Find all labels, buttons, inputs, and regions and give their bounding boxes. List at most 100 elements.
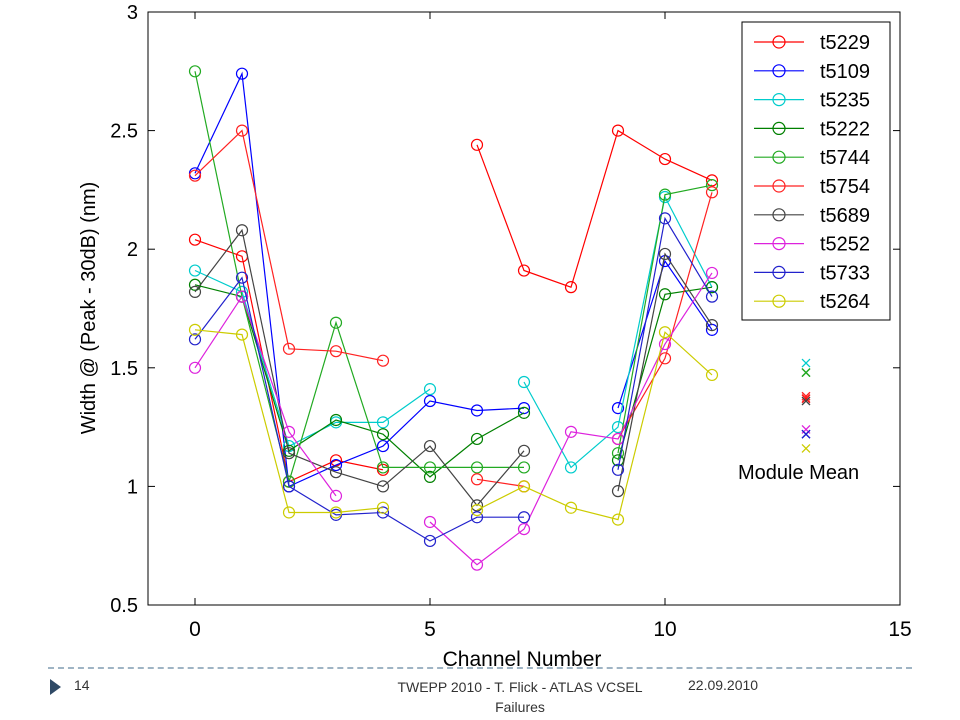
legend-label: t5264 [820, 291, 870, 313]
module-mean-marker [801, 358, 811, 368]
data-point [188, 65, 202, 78]
data-point [188, 233, 202, 246]
data-point [705, 368, 719, 382]
data-point [517, 480, 531, 493]
legend-label: t5235 [820, 90, 870, 112]
data-point [329, 466, 343, 479]
data-point [517, 264, 531, 277]
series-line [194, 284, 713, 478]
data-point [470, 473, 484, 486]
y-tick-label: 2.5 [110, 121, 138, 143]
legend-label: t5754 [820, 176, 870, 198]
data-point [611, 513, 625, 526]
series-line [194, 329, 713, 521]
data-point [423, 439, 437, 453]
data-point [235, 271, 249, 284]
legend-item: t5754 [754, 176, 870, 198]
data-point [611, 463, 625, 476]
series-line [194, 228, 713, 507]
data-point [282, 475, 296, 488]
data-point [423, 461, 437, 474]
x-tick-label: 10 [653, 618, 676, 641]
x-tick-label: 5 [424, 618, 436, 641]
data-point [282, 447, 296, 460]
data-point [658, 188, 672, 201]
data-point [470, 499, 484, 512]
data-point [282, 480, 296, 493]
legend-label: t5733 [820, 262, 870, 284]
data-point [517, 522, 531, 536]
data-point [329, 345, 343, 358]
legend-label: t5744 [820, 147, 870, 169]
page-number: 14 [74, 677, 90, 693]
series-t5264 [188, 323, 719, 526]
data-point [658, 337, 672, 351]
data-point [376, 354, 390, 367]
data-point [470, 504, 484, 517]
legend-item: t5252 [754, 234, 870, 256]
data-point [517, 375, 531, 389]
legend-label: t5109 [820, 61, 870, 83]
legend: t5229 t5109 t5235 t5222 t5744 t5754 t5689 t5252… [741, 21, 891, 321]
data-point [282, 506, 296, 519]
data-point [658, 247, 672, 261]
data-point [188, 169, 202, 182]
series-line [194, 71, 713, 484]
data-point [470, 461, 484, 474]
data-point [329, 489, 343, 502]
series-line [194, 216, 713, 542]
data-point [423, 534, 437, 548]
legend-item: t5222 [754, 118, 870, 140]
data-point [705, 174, 719, 187]
legend-item: t5744 [754, 147, 870, 169]
data-point [376, 439, 390, 453]
data-point [235, 224, 249, 237]
series-t5689 [188, 224, 719, 512]
legend-item: t5733 [754, 262, 870, 284]
data-point [470, 404, 484, 417]
data-point [470, 432, 484, 446]
axis-ticks: 0 5 10 15 0.5 1 1.5 2 2.5 3 [110, 2, 911, 641]
data-point [611, 447, 625, 460]
data-point [376, 428, 390, 441]
data-point [282, 342, 296, 355]
data-point [470, 511, 484, 524]
data-point [517, 511, 531, 524]
data-point [329, 316, 343, 329]
data-point [470, 558, 484, 571]
module-mean-marker [801, 396, 811, 406]
data-point [282, 425, 296, 438]
data-point [658, 352, 672, 365]
footer-title: TWEPP 2010 - T. Flick - ATLAS VCSEL Fail… [397, 679, 643, 715]
data-point [376, 416, 390, 429]
data-point [517, 444, 531, 457]
module-mean-marker [801, 368, 811, 378]
y-axis-label: Width @ (Peak - 30dB) (nm) [78, 182, 100, 435]
data-point [611, 485, 625, 498]
data-point [423, 470, 437, 484]
module-mean-marker [801, 429, 811, 439]
data-point [470, 138, 484, 151]
data-point [235, 290, 249, 303]
data-point [611, 402, 625, 415]
module-means [801, 358, 811, 453]
legend-item: t5109 [754, 61, 870, 83]
series-layer [188, 65, 719, 571]
data-point [658, 212, 672, 225]
y-tick-label: 2 [127, 239, 138, 261]
legend-item: t5264 [754, 291, 870, 313]
data-point [658, 326, 672, 339]
data-point [376, 461, 390, 474]
data-point [329, 454, 343, 467]
data-point [329, 413, 343, 427]
data-point [423, 515, 437, 529]
series-t5733 [188, 212, 719, 548]
data-point [517, 402, 531, 415]
data-point [611, 124, 625, 137]
legend-label: t5222 [820, 118, 870, 140]
module-mean-marker [801, 443, 811, 453]
data-point [188, 333, 202, 346]
data-point [517, 461, 531, 474]
data-point [423, 383, 437, 396]
series-t5222 [188, 278, 719, 484]
